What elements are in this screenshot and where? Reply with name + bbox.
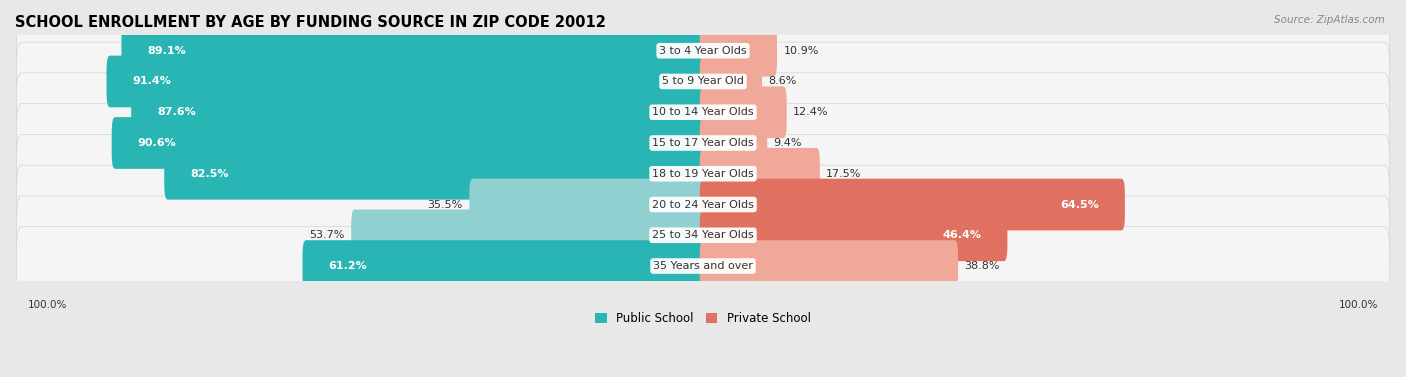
FancyBboxPatch shape: [700, 240, 957, 292]
FancyBboxPatch shape: [17, 134, 1389, 213]
Text: 25 to 34 Year Olds: 25 to 34 Year Olds: [652, 230, 754, 240]
FancyBboxPatch shape: [700, 117, 768, 169]
Text: 18 to 19 Year Olds: 18 to 19 Year Olds: [652, 169, 754, 179]
FancyBboxPatch shape: [17, 42, 1389, 121]
Text: Source: ZipAtlas.com: Source: ZipAtlas.com: [1274, 15, 1385, 25]
FancyBboxPatch shape: [131, 86, 706, 138]
Text: 90.6%: 90.6%: [138, 138, 176, 148]
Text: 8.6%: 8.6%: [769, 77, 797, 86]
Text: 17.5%: 17.5%: [827, 169, 862, 179]
FancyBboxPatch shape: [700, 179, 1125, 230]
FancyBboxPatch shape: [700, 210, 1008, 261]
FancyBboxPatch shape: [470, 179, 706, 230]
FancyBboxPatch shape: [700, 148, 820, 199]
FancyBboxPatch shape: [17, 227, 1389, 305]
FancyBboxPatch shape: [17, 73, 1389, 152]
Text: 91.4%: 91.4%: [132, 77, 172, 86]
FancyBboxPatch shape: [17, 196, 1389, 275]
Legend: Public School, Private School: Public School, Private School: [591, 307, 815, 329]
FancyBboxPatch shape: [121, 25, 706, 77]
Text: 20 to 24 Year Olds: 20 to 24 Year Olds: [652, 199, 754, 210]
Text: 3 to 4 Year Olds: 3 to 4 Year Olds: [659, 46, 747, 56]
Text: 10.9%: 10.9%: [783, 46, 818, 56]
Text: 100.0%: 100.0%: [1339, 300, 1378, 310]
FancyBboxPatch shape: [107, 56, 706, 107]
FancyBboxPatch shape: [352, 210, 706, 261]
Text: 87.6%: 87.6%: [157, 107, 195, 117]
Text: 100.0%: 100.0%: [28, 300, 67, 310]
Text: 89.1%: 89.1%: [148, 46, 186, 56]
Text: 38.8%: 38.8%: [965, 261, 1000, 271]
Text: 53.7%: 53.7%: [309, 230, 344, 240]
FancyBboxPatch shape: [302, 240, 706, 292]
Text: 12.4%: 12.4%: [793, 107, 828, 117]
Text: 5 to 9 Year Old: 5 to 9 Year Old: [662, 77, 744, 86]
Text: 46.4%: 46.4%: [942, 230, 981, 240]
Text: 64.5%: 64.5%: [1060, 199, 1099, 210]
FancyBboxPatch shape: [700, 56, 762, 107]
Text: 61.2%: 61.2%: [329, 261, 367, 271]
FancyBboxPatch shape: [700, 25, 778, 77]
FancyBboxPatch shape: [700, 86, 787, 138]
Text: 82.5%: 82.5%: [190, 169, 229, 179]
FancyBboxPatch shape: [17, 165, 1389, 244]
Text: 35 Years and over: 35 Years and over: [652, 261, 754, 271]
Text: 10 to 14 Year Olds: 10 to 14 Year Olds: [652, 107, 754, 117]
Text: SCHOOL ENROLLMENT BY AGE BY FUNDING SOURCE IN ZIP CODE 20012: SCHOOL ENROLLMENT BY AGE BY FUNDING SOUR…: [15, 15, 606, 30]
FancyBboxPatch shape: [17, 104, 1389, 182]
Text: 15 to 17 Year Olds: 15 to 17 Year Olds: [652, 138, 754, 148]
Text: 9.4%: 9.4%: [773, 138, 803, 148]
FancyBboxPatch shape: [165, 148, 706, 199]
FancyBboxPatch shape: [17, 11, 1389, 90]
FancyBboxPatch shape: [111, 117, 706, 169]
Text: 35.5%: 35.5%: [427, 199, 463, 210]
